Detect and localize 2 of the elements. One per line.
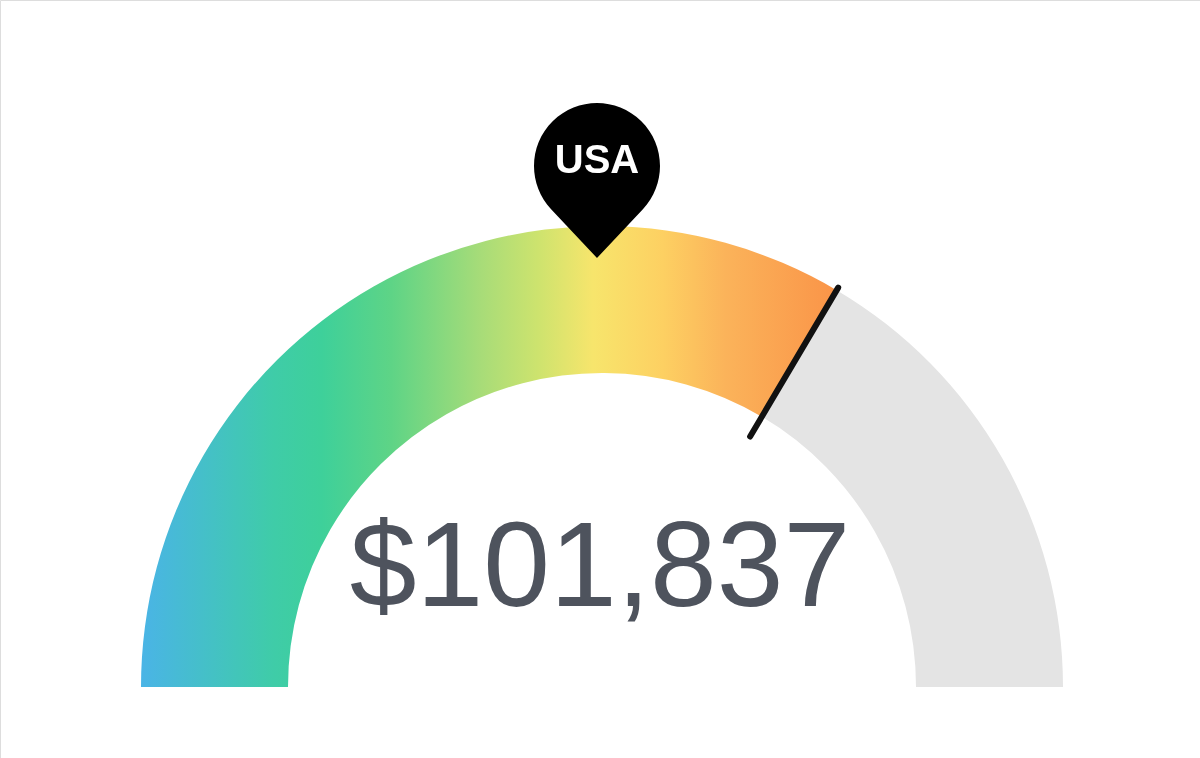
text: USA [554,137,640,181]
text: $101,837 [349,497,851,631]
